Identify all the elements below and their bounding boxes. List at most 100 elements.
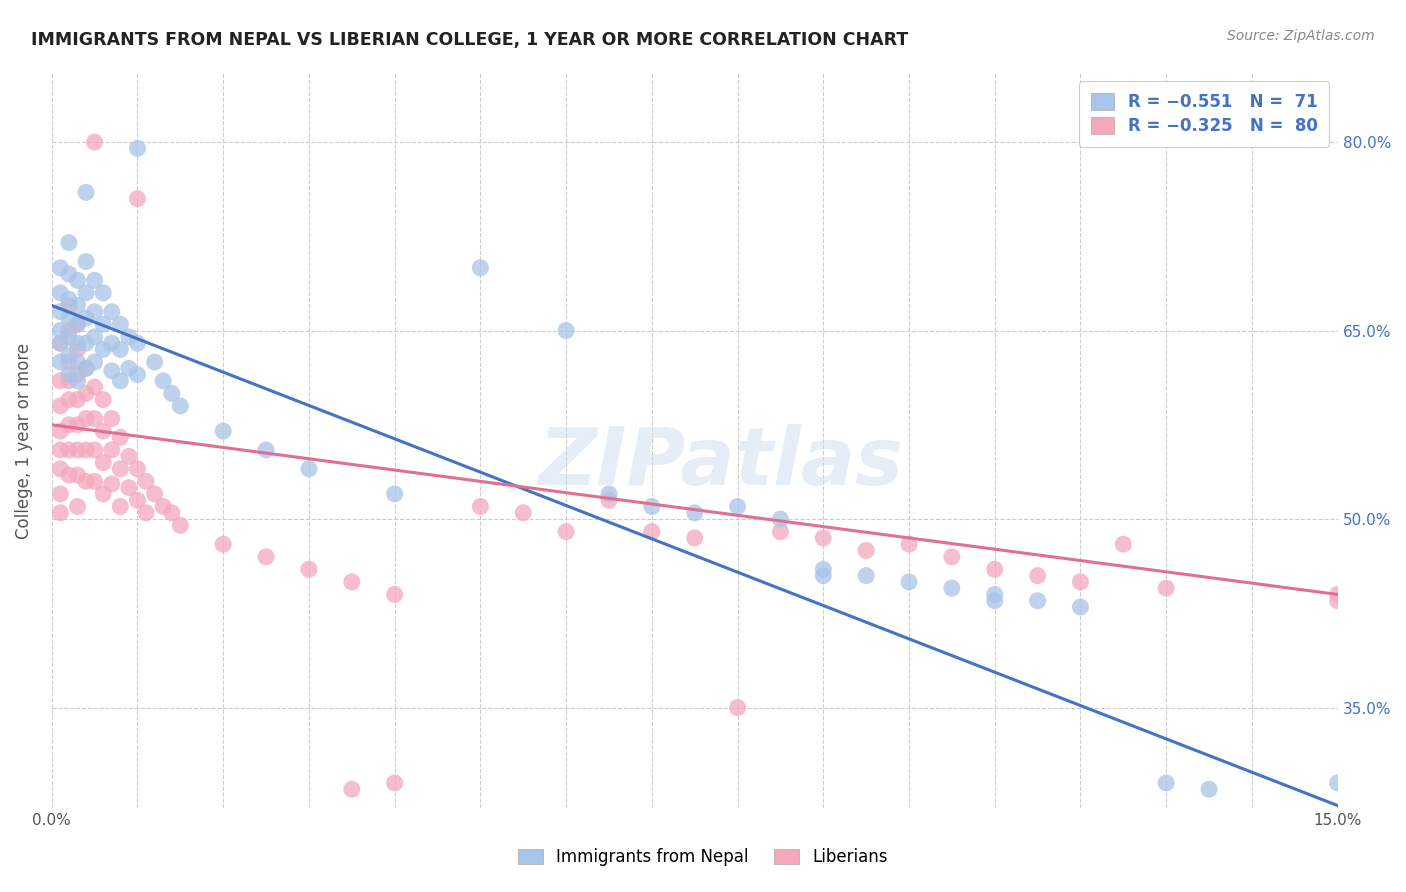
Text: IMMIGRANTS FROM NEPAL VS LIBERIAN COLLEGE, 1 YEAR OR MORE CORRELATION CHART: IMMIGRANTS FROM NEPAL VS LIBERIAN COLLEG… bbox=[31, 31, 908, 49]
Point bbox=[58, 442, 80, 457]
Point bbox=[49, 424, 72, 438]
Point bbox=[100, 336, 122, 351]
Point bbox=[58, 349, 80, 363]
Point bbox=[555, 324, 578, 338]
Point bbox=[75, 311, 97, 326]
Point bbox=[1326, 593, 1348, 607]
Point bbox=[127, 192, 149, 206]
Point bbox=[66, 417, 89, 432]
Point bbox=[75, 336, 97, 351]
Point bbox=[66, 442, 89, 457]
Point bbox=[49, 336, 72, 351]
Point bbox=[727, 500, 749, 514]
Point bbox=[58, 368, 80, 382]
Point bbox=[66, 336, 89, 351]
Point bbox=[855, 543, 877, 558]
Point bbox=[1326, 587, 1348, 601]
Point bbox=[91, 424, 114, 438]
Point bbox=[340, 574, 363, 589]
Point bbox=[75, 361, 97, 376]
Point bbox=[470, 260, 492, 275]
Point bbox=[983, 593, 1005, 607]
Point bbox=[1154, 581, 1177, 595]
Point bbox=[160, 386, 183, 401]
Point bbox=[100, 476, 122, 491]
Point bbox=[813, 531, 835, 545]
Point bbox=[49, 304, 72, 318]
Point bbox=[58, 330, 80, 344]
Point bbox=[941, 581, 963, 595]
Point bbox=[1069, 574, 1091, 589]
Point bbox=[169, 518, 191, 533]
Point bbox=[298, 462, 321, 476]
Point bbox=[855, 568, 877, 582]
Point bbox=[75, 442, 97, 457]
Point bbox=[49, 374, 72, 388]
Point bbox=[58, 267, 80, 281]
Point bbox=[49, 336, 72, 351]
Point bbox=[641, 524, 664, 539]
Point bbox=[1026, 593, 1049, 607]
Point bbox=[898, 574, 921, 589]
Point bbox=[127, 336, 149, 351]
Point bbox=[58, 374, 80, 388]
Point bbox=[152, 500, 174, 514]
Point bbox=[83, 330, 105, 344]
Point bbox=[683, 506, 706, 520]
Point bbox=[91, 318, 114, 332]
Point bbox=[49, 462, 72, 476]
Point bbox=[384, 587, 406, 601]
Point bbox=[49, 506, 72, 520]
Point bbox=[83, 273, 105, 287]
Point bbox=[66, 318, 89, 332]
Point bbox=[66, 368, 89, 382]
Point bbox=[254, 549, 277, 564]
Point bbox=[49, 355, 72, 369]
Point bbox=[58, 468, 80, 483]
Point bbox=[898, 537, 921, 551]
Point bbox=[58, 417, 80, 432]
Point bbox=[641, 500, 664, 514]
Point bbox=[83, 304, 105, 318]
Point bbox=[49, 399, 72, 413]
Point bbox=[58, 392, 80, 407]
Point bbox=[983, 587, 1005, 601]
Point bbox=[100, 304, 122, 318]
Point bbox=[254, 442, 277, 457]
Point bbox=[212, 424, 235, 438]
Point bbox=[813, 568, 835, 582]
Point bbox=[91, 456, 114, 470]
Point bbox=[75, 186, 97, 200]
Point bbox=[340, 782, 363, 797]
Point bbox=[66, 374, 89, 388]
Point bbox=[83, 380, 105, 394]
Point bbox=[127, 368, 149, 382]
Point bbox=[83, 135, 105, 149]
Point bbox=[100, 364, 122, 378]
Point bbox=[127, 141, 149, 155]
Point bbox=[66, 500, 89, 514]
Point bbox=[83, 355, 105, 369]
Point bbox=[1026, 568, 1049, 582]
Point bbox=[49, 442, 72, 457]
Legend: R = −0.551   N =  71, R = −0.325   N =  80: R = −0.551 N = 71, R = −0.325 N = 80 bbox=[1080, 81, 1329, 147]
Point bbox=[100, 411, 122, 425]
Point bbox=[83, 475, 105, 489]
Point bbox=[598, 493, 620, 508]
Point bbox=[66, 273, 89, 287]
Point bbox=[127, 462, 149, 476]
Point bbox=[58, 235, 80, 250]
Point bbox=[58, 311, 80, 326]
Point bbox=[598, 487, 620, 501]
Point bbox=[110, 500, 132, 514]
Point bbox=[58, 324, 80, 338]
Point bbox=[49, 260, 72, 275]
Point bbox=[110, 462, 132, 476]
Point bbox=[152, 374, 174, 388]
Point bbox=[769, 524, 792, 539]
Point bbox=[470, 500, 492, 514]
Point bbox=[813, 562, 835, 576]
Point bbox=[169, 399, 191, 413]
Point bbox=[384, 776, 406, 790]
Point bbox=[83, 411, 105, 425]
